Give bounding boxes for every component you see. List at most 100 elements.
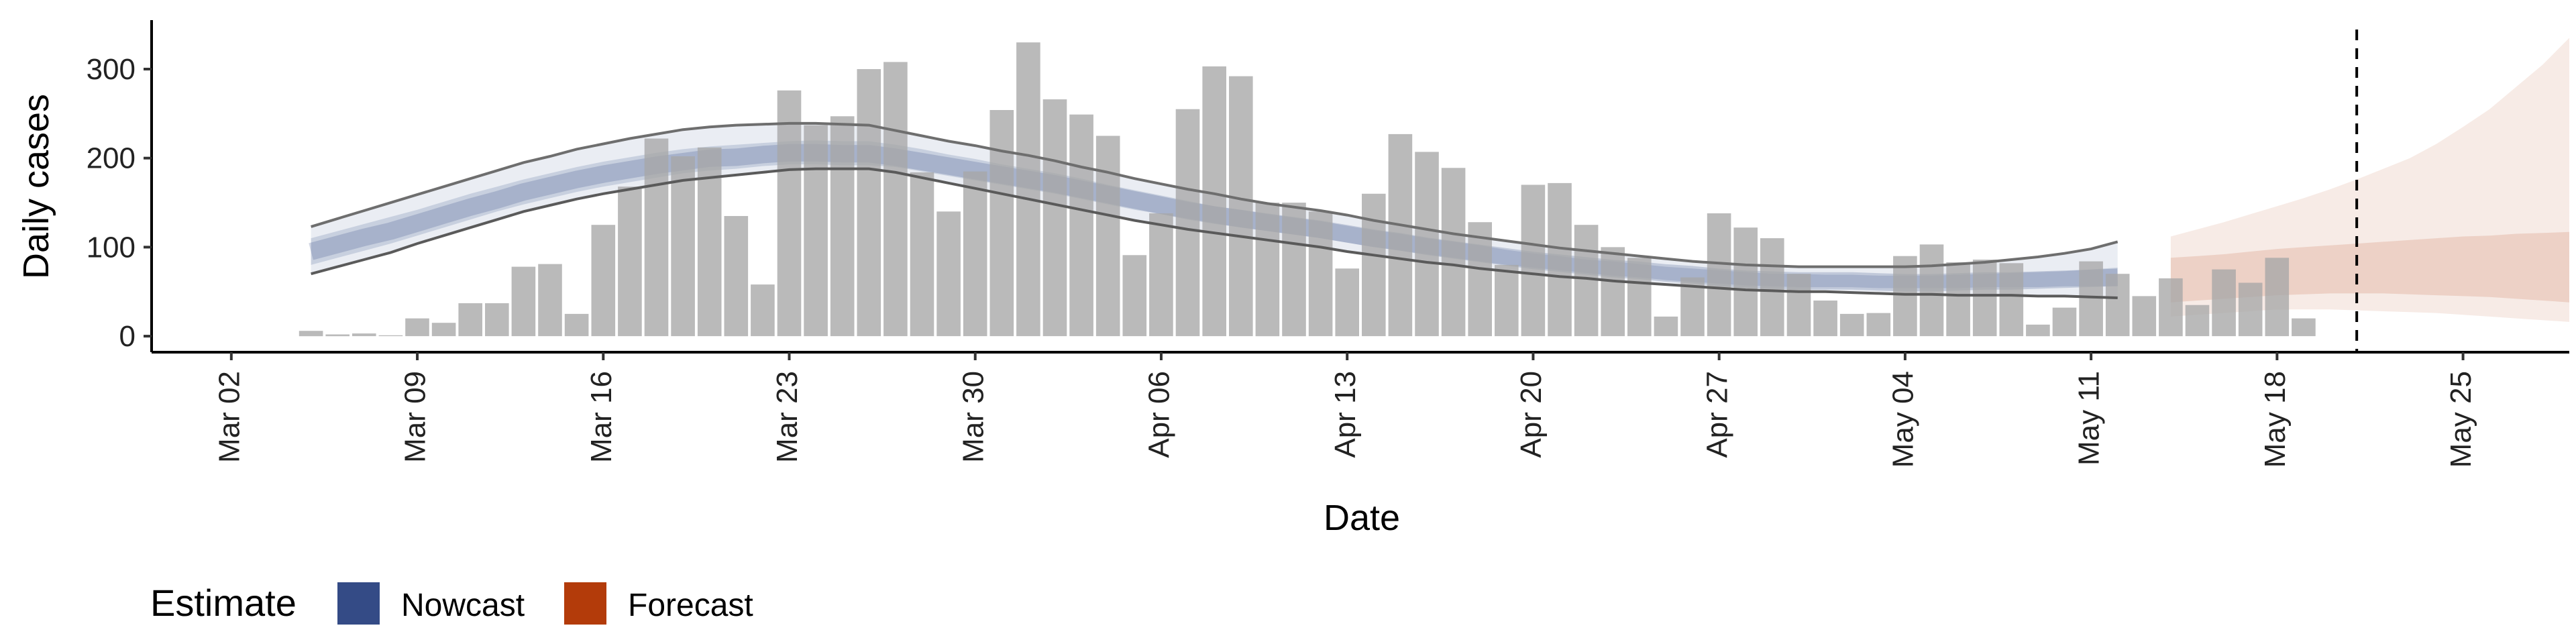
bar [804, 125, 828, 337]
bar [1707, 213, 1731, 337]
bar [1893, 256, 1917, 337]
bar [2105, 274, 2130, 337]
bar [2132, 296, 2157, 337]
bar [1946, 262, 1970, 337]
bar [2212, 269, 2236, 337]
y-axis-title: Daily cases [16, 94, 56, 279]
bar [2185, 305, 2210, 337]
bar [751, 284, 775, 337]
bar [1866, 313, 1891, 337]
bar [2026, 324, 2050, 337]
bar [2265, 258, 2290, 337]
bar [989, 110, 1014, 337]
y-tick-label: 100 [87, 231, 136, 264]
estimate-lines [311, 30, 2359, 352]
bar [1813, 301, 1837, 337]
bar [777, 90, 802, 337]
bar [405, 318, 429, 337]
bar [1548, 182, 1572, 337]
x-tick-label: Apr 06 [1143, 371, 1176, 458]
bar [299, 331, 323, 337]
bar [1308, 211, 1333, 337]
x-tick-label: Mar 16 [585, 371, 618, 463]
x-tick-label: Apr 27 [1701, 371, 1733, 458]
nowcast-lower-line [311, 167, 2118, 299]
x-tick-label: May 18 [2259, 371, 2292, 468]
bar [1388, 133, 1413, 337]
bar [936, 211, 961, 337]
bar [458, 303, 482, 337]
bar [1122, 255, 1147, 337]
axes [144, 20, 2569, 360]
bar [564, 313, 589, 337]
bar [1627, 258, 1652, 337]
bar [644, 138, 669, 337]
bar [1282, 203, 1306, 337]
legend-label-forecast: Forecast [628, 588, 753, 623]
bar [325, 334, 350, 337]
bar [1415, 152, 1439, 337]
bar [1441, 168, 1466, 337]
x-tick-label: Mar 02 [213, 371, 246, 463]
bar [1016, 42, 1040, 337]
bar [538, 264, 562, 337]
bar [591, 225, 616, 337]
y-tick-label: 200 [87, 142, 136, 175]
bar [1255, 203, 1280, 337]
bar [1495, 264, 1519, 337]
bar [724, 216, 749, 337]
bar [1972, 260, 1997, 337]
bar [1362, 193, 1386, 337]
bar [963, 171, 987, 337]
bar [485, 303, 509, 337]
bar [1601, 247, 1625, 337]
y-tick-label: 300 [87, 53, 136, 86]
bar [511, 266, 536, 337]
bar [830, 116, 855, 337]
legend-title: Estimate [150, 582, 297, 624]
x-tick-label: May 25 [2445, 371, 2477, 468]
bar [2052, 307, 2077, 337]
forecast-outer-band [2170, 38, 2569, 322]
bar [378, 335, 403, 337]
bar [1733, 227, 1758, 337]
legend-swatch-nowcast [337, 582, 380, 625]
y-tick-label: 0 [119, 320, 136, 353]
bar [352, 333, 376, 337]
bar [1999, 263, 2024, 337]
bar [2079, 261, 2103, 337]
x-tick-label: Apr 13 [1329, 371, 1362, 458]
bar [1839, 313, 1864, 337]
x-tick-label: Mar 09 [399, 371, 432, 463]
bar [1149, 213, 1173, 337]
x-tick-label: Apr 20 [1515, 371, 1548, 458]
bar [857, 69, 881, 337]
bars-group [299, 42, 2316, 337]
bar [1335, 268, 1359, 337]
bar [1468, 222, 1492, 337]
x-tick-labels: Mar 02 Mar 09 Mar 16 Mar 23 Mar 30 Apr 06 Apr … [213, 371, 2477, 468]
bar [1202, 66, 1226, 337]
bar [671, 156, 695, 337]
x-tick-label: Mar 30 [957, 371, 989, 463]
bar [1042, 99, 1067, 337]
bar [1574, 225, 1599, 337]
bar [883, 62, 908, 337]
x-tick-label: May 04 [1887, 371, 1920, 468]
bar [1786, 274, 1811, 337]
bar [618, 186, 642, 337]
x-tick-label: May 11 [2073, 371, 2106, 466]
bar [2238, 282, 2263, 337]
bar [1919, 244, 1944, 337]
bar [910, 172, 934, 337]
bar [1095, 136, 1120, 337]
y-tick-labels: 0 100 200 300 [87, 53, 136, 353]
nowcast-upper-line [311, 121, 2118, 268]
bar [1175, 109, 1200, 337]
bar [1069, 114, 1093, 337]
bar [1760, 238, 1784, 337]
bar [2159, 278, 2183, 337]
bar [431, 323, 456, 337]
